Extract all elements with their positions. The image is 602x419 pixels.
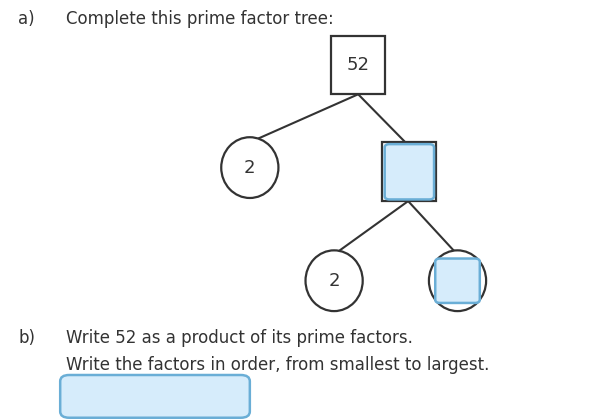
Text: b): b)	[18, 329, 35, 347]
Text: Write the factors in order, from smallest to largest.: Write the factors in order, from smalles…	[66, 356, 489, 374]
Ellipse shape	[305, 250, 362, 311]
FancyBboxPatch shape	[435, 259, 480, 303]
FancyBboxPatch shape	[382, 142, 436, 201]
Ellipse shape	[222, 137, 278, 198]
FancyBboxPatch shape	[60, 375, 250, 418]
Text: 52: 52	[347, 56, 370, 74]
FancyBboxPatch shape	[385, 144, 434, 199]
Text: a): a)	[18, 10, 35, 28]
FancyBboxPatch shape	[331, 36, 385, 94]
Ellipse shape	[429, 250, 486, 311]
Text: Complete this prime factor tree:: Complete this prime factor tree:	[66, 10, 334, 28]
Text: Write 52 as a product of its prime factors.: Write 52 as a product of its prime facto…	[66, 329, 413, 347]
Text: 2: 2	[244, 159, 256, 176]
Text: 2: 2	[328, 272, 340, 290]
